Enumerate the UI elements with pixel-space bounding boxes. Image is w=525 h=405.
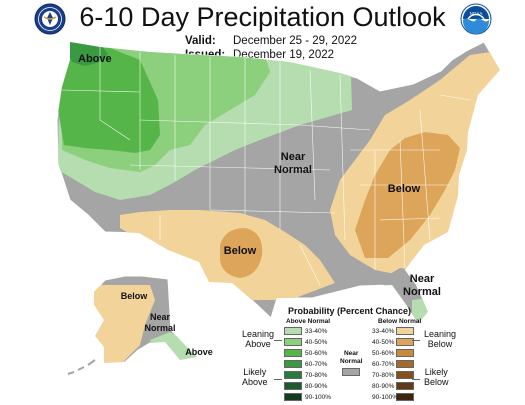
above-50-60-zone — [58, 45, 160, 153]
commerce-seal-icon — [34, 3, 66, 35]
valid-label: Valid: — [185, 35, 216, 47]
conus-region — [56, 41, 501, 324]
legend-above-bin-label: 60-70% — [305, 360, 328, 368]
legend-near-normal-header: Near Normal — [340, 350, 363, 365]
below-40-50-south-zone — [220, 228, 263, 278]
date-block: Valid:December 25 - 29, 2022 Issued:Dece… — [185, 34, 357, 62]
legend-above-bin-swatch — [284, 371, 302, 379]
legend-below-bin-label: 33-40% — [372, 327, 395, 335]
legend-above-bin-swatch — [284, 393, 302, 401]
legend-below-bin-swatch — [396, 393, 414, 401]
legend-above-bin-label: 90-100% — [305, 393, 332, 401]
legend-below-bin-swatch — [396, 360, 414, 368]
legend-above-bin-label: 33-40% — [305, 327, 328, 335]
map-title: 6-10 Day Precipitation Outlook — [79, 2, 446, 32]
valid-dates: December 25 - 29, 2022 — [233, 35, 358, 47]
aleutian-islands — [67, 359, 96, 375]
legend-above-bin-label: 40-50% — [305, 338, 328, 346]
legend-above-bin-label: 70-80% — [305, 371, 328, 379]
legend-above-bin-swatch — [284, 327, 302, 335]
legend-below-bin-swatch — [396, 371, 414, 379]
label-below-east: Below — [388, 183, 421, 195]
legend-below-bin-label: 50-60% — [372, 349, 395, 357]
noaa-logo-icon: NOAA — [460, 3, 492, 35]
legend-below-bin-label: 70-80% — [372, 371, 395, 379]
label-near-normal-alaska: Near Normal — [144, 312, 175, 333]
legend-below-header: Below Normal — [378, 318, 422, 325]
below-40-50-east-zone — [355, 132, 460, 258]
noaa-logo-text: NOAA — [470, 11, 483, 16]
legend-below-bin-swatch — [396, 349, 414, 357]
legend-likely-below: Likely Below — [424, 367, 449, 387]
label-below-alaska: Below — [121, 291, 149, 301]
legend-above-bin-label: 50-60% — [305, 349, 328, 357]
legend-below-bin-label: 90-100% — [372, 393, 399, 401]
legend-title: Probability (Percent Chance) — [288, 306, 412, 316]
legend-above-bin-label: 80-90% — [305, 382, 328, 390]
probability-legend: Probability (Percent Chance) Above Norma… — [236, 300, 525, 405]
legend-below-bin-label: 60-70% — [372, 360, 395, 368]
legend-above-bin-swatch — [284, 360, 302, 368]
label-near-normal-fl: Near Normal — [403, 273, 441, 298]
issued-date: December 19, 2022 — [233, 49, 335, 61]
legend-below-bin-swatch — [396, 327, 414, 335]
label-above-nw: Above — [78, 53, 112, 65]
legend-leaning-above: Leaning Above — [242, 329, 275, 349]
legend-above-header: Above Normal — [286, 318, 331, 325]
state-boundaries — [61, 47, 471, 286]
alaska-below-zone — [94, 285, 155, 363]
label-below-south: Below — [224, 245, 257, 257]
legend-below-bin-label: 40-50% — [372, 338, 395, 346]
legend-leaning-below: Leaning Below — [424, 329, 457, 349]
legend-near-normal-swatch — [342, 368, 360, 376]
above-60-70-zone — [68, 42, 108, 66]
legend-likely-above: Likely Above — [242, 367, 268, 387]
legend-above-bin-swatch — [284, 338, 302, 346]
legend-below-bin-swatch — [396, 382, 414, 390]
legend-above-bin-swatch — [284, 382, 302, 390]
label-near-normal-center: Near Normal — [274, 151, 312, 176]
legend-below-bin-label: 80-90% — [372, 382, 395, 390]
legend-above-bin-swatch — [284, 349, 302, 357]
map-labels: Above Near Normal Below Below Near Normal … — [78, 53, 441, 357]
label-above-alaska: Above — [185, 347, 213, 357]
legend-below-bin-swatch — [396, 338, 414, 346]
